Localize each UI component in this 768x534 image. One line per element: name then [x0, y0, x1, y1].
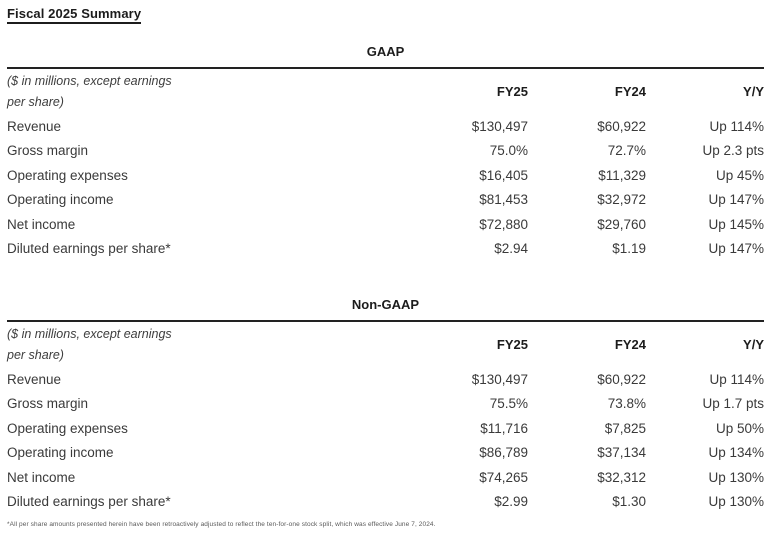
fy25-value: $74,265: [479, 469, 528, 485]
column-header-fy24: FY24: [614, 84, 646, 99]
table-row: Operating income $86,789 $37,134 Up 134%: [7, 441, 764, 466]
fy25-value: $86,789: [479, 445, 528, 461]
column-header-fy25: FY25: [496, 337, 528, 352]
fy25-value: 75.5%: [489, 396, 528, 412]
yy-value: Up 45%: [715, 167, 764, 183]
fy24-value: 72.7%: [607, 143, 646, 159]
fy24-value: $32,972: [597, 192, 646, 208]
fy25-value: $16,405: [479, 167, 528, 183]
yy-value: Up 114%: [709, 371, 764, 387]
gaap-section-title: GAAP: [366, 44, 405, 59]
fy25-value: $130,497: [471, 371, 528, 387]
fy24-value: $11,329: [598, 167, 646, 183]
fy24-value: $29,760: [597, 216, 646, 232]
table-row: Net income $72,880 $29,760 Up 145%: [7, 212, 764, 237]
units-note-line1: ($ in millions, except earnings: [7, 326, 172, 341]
row-label: Net income: [7, 469, 76, 485]
fy25-value: $2.99: [494, 494, 528, 510]
fy24-value: $60,922: [597, 118, 646, 134]
fy25-value: $130,497: [471, 118, 528, 134]
units-note-line2: per share): [7, 347, 64, 362]
row-label: Gross margin: [7, 143, 89, 159]
fy24-value: $37,134: [597, 445, 646, 461]
fy24-value: $1.30: [612, 494, 646, 510]
page-title: Fiscal 2025 Summary: [7, 6, 142, 24]
row-label: Operating expenses: [7, 420, 128, 436]
non-gaap-table-section: Non-GAAP ($ in millions, except earnings…: [7, 297, 764, 514]
table-row: Revenue $130,497 $60,922 Up 114%: [7, 367, 764, 392]
fy24-value: 73.8%: [607, 396, 646, 412]
table-row: Gross margin 75.5% 73.8% Up 1.7 pts: [7, 392, 764, 417]
row-label: Diluted earnings per share*: [7, 241, 171, 257]
fy25-value: $2.94: [494, 241, 528, 257]
non-gaap-section-title: Non-GAAP: [351, 297, 420, 312]
table-row: Net income $74,265 $32,312 Up 130%: [7, 465, 764, 490]
fy24-value: $7,825: [604, 420, 646, 436]
row-label: Diluted earnings per share*: [7, 494, 171, 510]
units-note: ($ in millions, except earnings per shar…: [7, 324, 410, 365]
table-row: Operating income $81,453 $32,972 Up 147%: [7, 188, 764, 213]
non-gaap-top-rule: [7, 320, 764, 322]
yy-value: Up 1.7 pts: [702, 396, 764, 412]
gaap-header-row: ($ in millions, except earnings per shar…: [7, 69, 764, 114]
yy-value: Up 130%: [708, 494, 764, 510]
units-note: ($ in millions, except earnings per shar…: [7, 71, 410, 112]
row-label: Operating expenses: [7, 167, 128, 183]
units-note-line2: per share): [7, 94, 64, 109]
yy-value: Up 2.3 pts: [702, 143, 764, 159]
yy-value: Up 145%: [708, 216, 764, 232]
column-header-yy: Y/Y: [743, 337, 764, 352]
non-gaap-header-row: ($ in millions, except earnings per shar…: [7, 322, 764, 367]
gaap-table-section: GAAP ($ in millions, except earnings per…: [7, 44, 764, 261]
column-header-fy25: FY25: [496, 84, 528, 99]
column-header-fy24: FY24: [614, 337, 646, 352]
row-label: Operating income: [7, 192, 114, 208]
yy-value: Up 147%: [708, 192, 764, 208]
stock-split-footnote: *All per share amounts presented herein …: [7, 521, 436, 528]
yy-value: Up 114%: [709, 118, 764, 134]
fy25-value: 75.0%: [489, 143, 528, 159]
fy24-value: $1.19: [612, 241, 646, 257]
units-note-line1: ($ in millions, except earnings: [7, 73, 172, 88]
row-label: Revenue: [7, 118, 62, 134]
table-row: Diluted earnings per share* $2.94 $1.19 …: [7, 237, 764, 262]
fy25-value: $72,880: [479, 216, 528, 232]
yy-value: Up 134%: [708, 445, 764, 461]
table-row: Diluted earnings per share* $2.99 $1.30 …: [7, 490, 764, 515]
fy24-value: $32,312: [597, 469, 646, 485]
row-label: Gross margin: [7, 396, 89, 412]
table-row: Gross margin 75.0% 72.7% Up 2.3 pts: [7, 139, 764, 164]
gaap-top-rule: [7, 67, 764, 69]
yy-value: Up 147%: [708, 241, 764, 257]
column-header-yy: Y/Y: [743, 84, 764, 99]
fy25-value: $81,453: [479, 192, 528, 208]
yy-value: Up 50%: [715, 420, 764, 436]
table-row: Operating expenses $11,716 $7,825 Up 50%: [7, 416, 764, 441]
yy-value: Up 130%: [708, 469, 764, 485]
row-label: Operating income: [7, 445, 114, 461]
row-label: Net income: [7, 216, 76, 232]
row-label: Revenue: [7, 371, 62, 387]
fy25-value: $11,716: [480, 420, 528, 436]
table-row: Operating expenses $16,405 $11,329 Up 45…: [7, 163, 764, 188]
table-row: Revenue $130,497 $60,922 Up 114%: [7, 114, 764, 139]
fy24-value: $60,922: [597, 371, 646, 387]
